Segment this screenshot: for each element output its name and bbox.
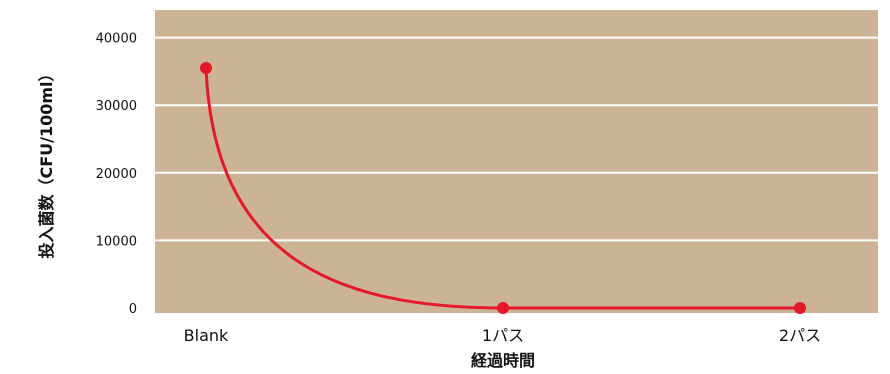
x-tick-label-0: Blank <box>184 326 229 345</box>
y-tick-label-0: 0 <box>129 302 137 317</box>
data-point-0 <box>200 62 212 75</box>
y-tick-label-20000: 20000 <box>96 167 137 182</box>
plot-area <box>155 10 878 313</box>
series-line <box>204 67 800 310</box>
data-point-1 <box>497 302 509 314</box>
data-point-2 <box>794 302 806 314</box>
gridlines <box>155 36 878 242</box>
y-tick-label-40000: 40000 <box>96 32 137 47</box>
y-tick-label-30000: 30000 <box>96 99 137 114</box>
y-axis-ticks: 0 10000 20000 30000 40000 <box>96 32 137 317</box>
x-axis-title: 経過時間 <box>471 351 535 370</box>
x-tick-label-1: 1パス <box>482 326 524 345</box>
y-tick-label-10000: 10000 <box>96 234 137 249</box>
x-axis-ticks: Blank 1パス 2パス <box>184 326 821 345</box>
data-points <box>200 62 806 314</box>
x-tick-label-2: 2パス <box>779 326 821 345</box>
y-axis-title: 投入菌数（CFU/100ml） <box>37 65 56 258</box>
